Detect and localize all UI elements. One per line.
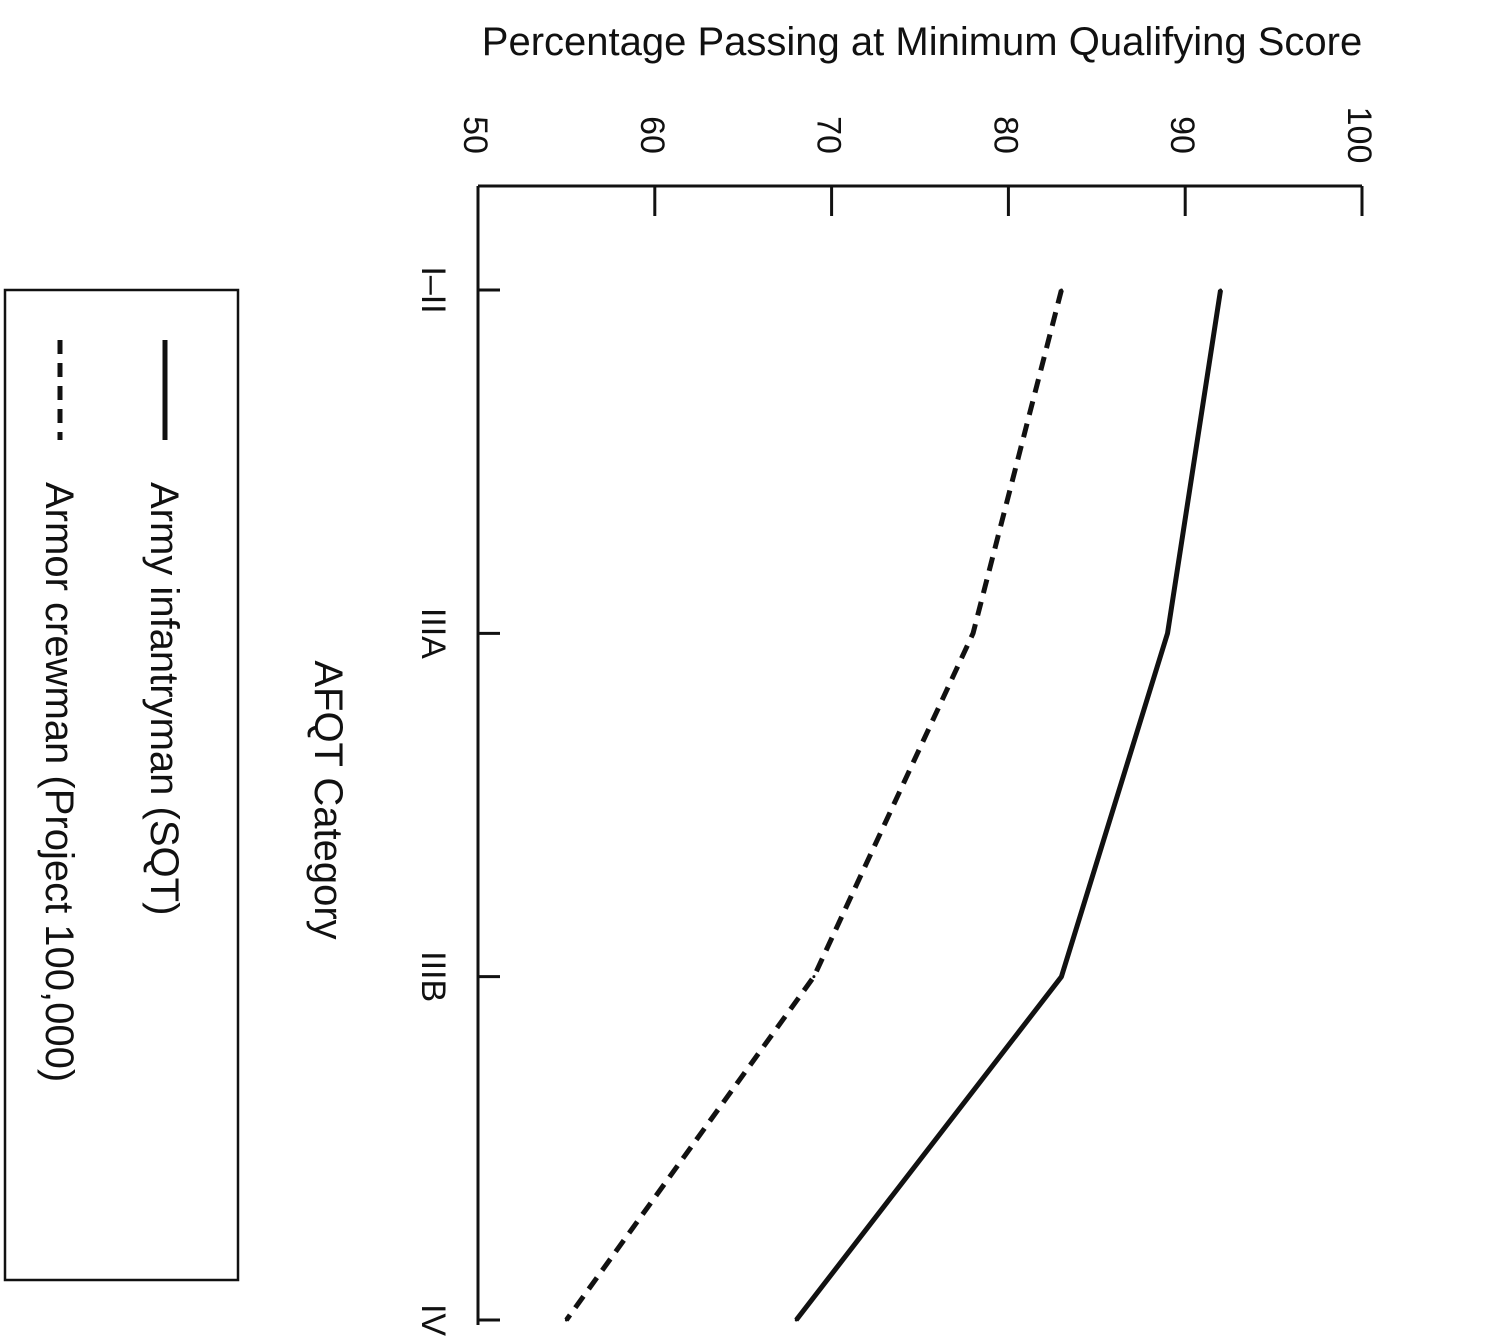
y-axis-label: Percentage Passing at Minimum Qualifying…: [482, 20, 1362, 64]
category-tick-label: IIIA: [414, 608, 452, 659]
series-0-point: [1059, 975, 1063, 979]
series-1-point: [971, 631, 975, 635]
value-tick-label: 100: [1340, 107, 1378, 164]
series-line-0: [794, 289, 1224, 1322]
category-tick-label: IIIB: [414, 951, 452, 1002]
series-0-point: [1166, 631, 1170, 635]
x-axis-label: AFQT Category: [306, 660, 350, 939]
value-tick-label: 70: [810, 116, 848, 154]
value-ticks: 50 60 70 80 90 100: [456, 107, 1378, 216]
legend: Army infantryman (SQT) Armor crewman (Pro…: [3, 288, 240, 1282]
category-ticks: I–II IIIA IIIB IV: [414, 266, 500, 1336]
series-1-point: [812, 975, 816, 979]
series-1-point: [1059, 288, 1063, 292]
value-tick-label: 50: [456, 116, 494, 154]
series-0-point: [1219, 288, 1223, 292]
series-1-point: [564, 1318, 568, 1322]
series-0-point: [794, 1318, 798, 1322]
category-tick-label: IV: [414, 1304, 452, 1336]
value-tick-label: 90: [1163, 116, 1201, 154]
series-line-1: [564, 289, 1064, 1322]
value-tick-label: 60: [633, 116, 671, 154]
legend-label-0: Army infantryman (SQT): [142, 482, 186, 915]
value-tick-label: 80: [986, 116, 1024, 154]
legend-box: [3, 288, 240, 1282]
axes: 50 60 70 80 90 100 I–II IIIA IIIB IV: [414, 107, 1378, 1337]
series-layer: [564, 288, 1224, 1322]
legend-label-1: Armor crewman (Project 100,000): [37, 482, 81, 1082]
category-tick-label: I–II: [414, 266, 452, 313]
